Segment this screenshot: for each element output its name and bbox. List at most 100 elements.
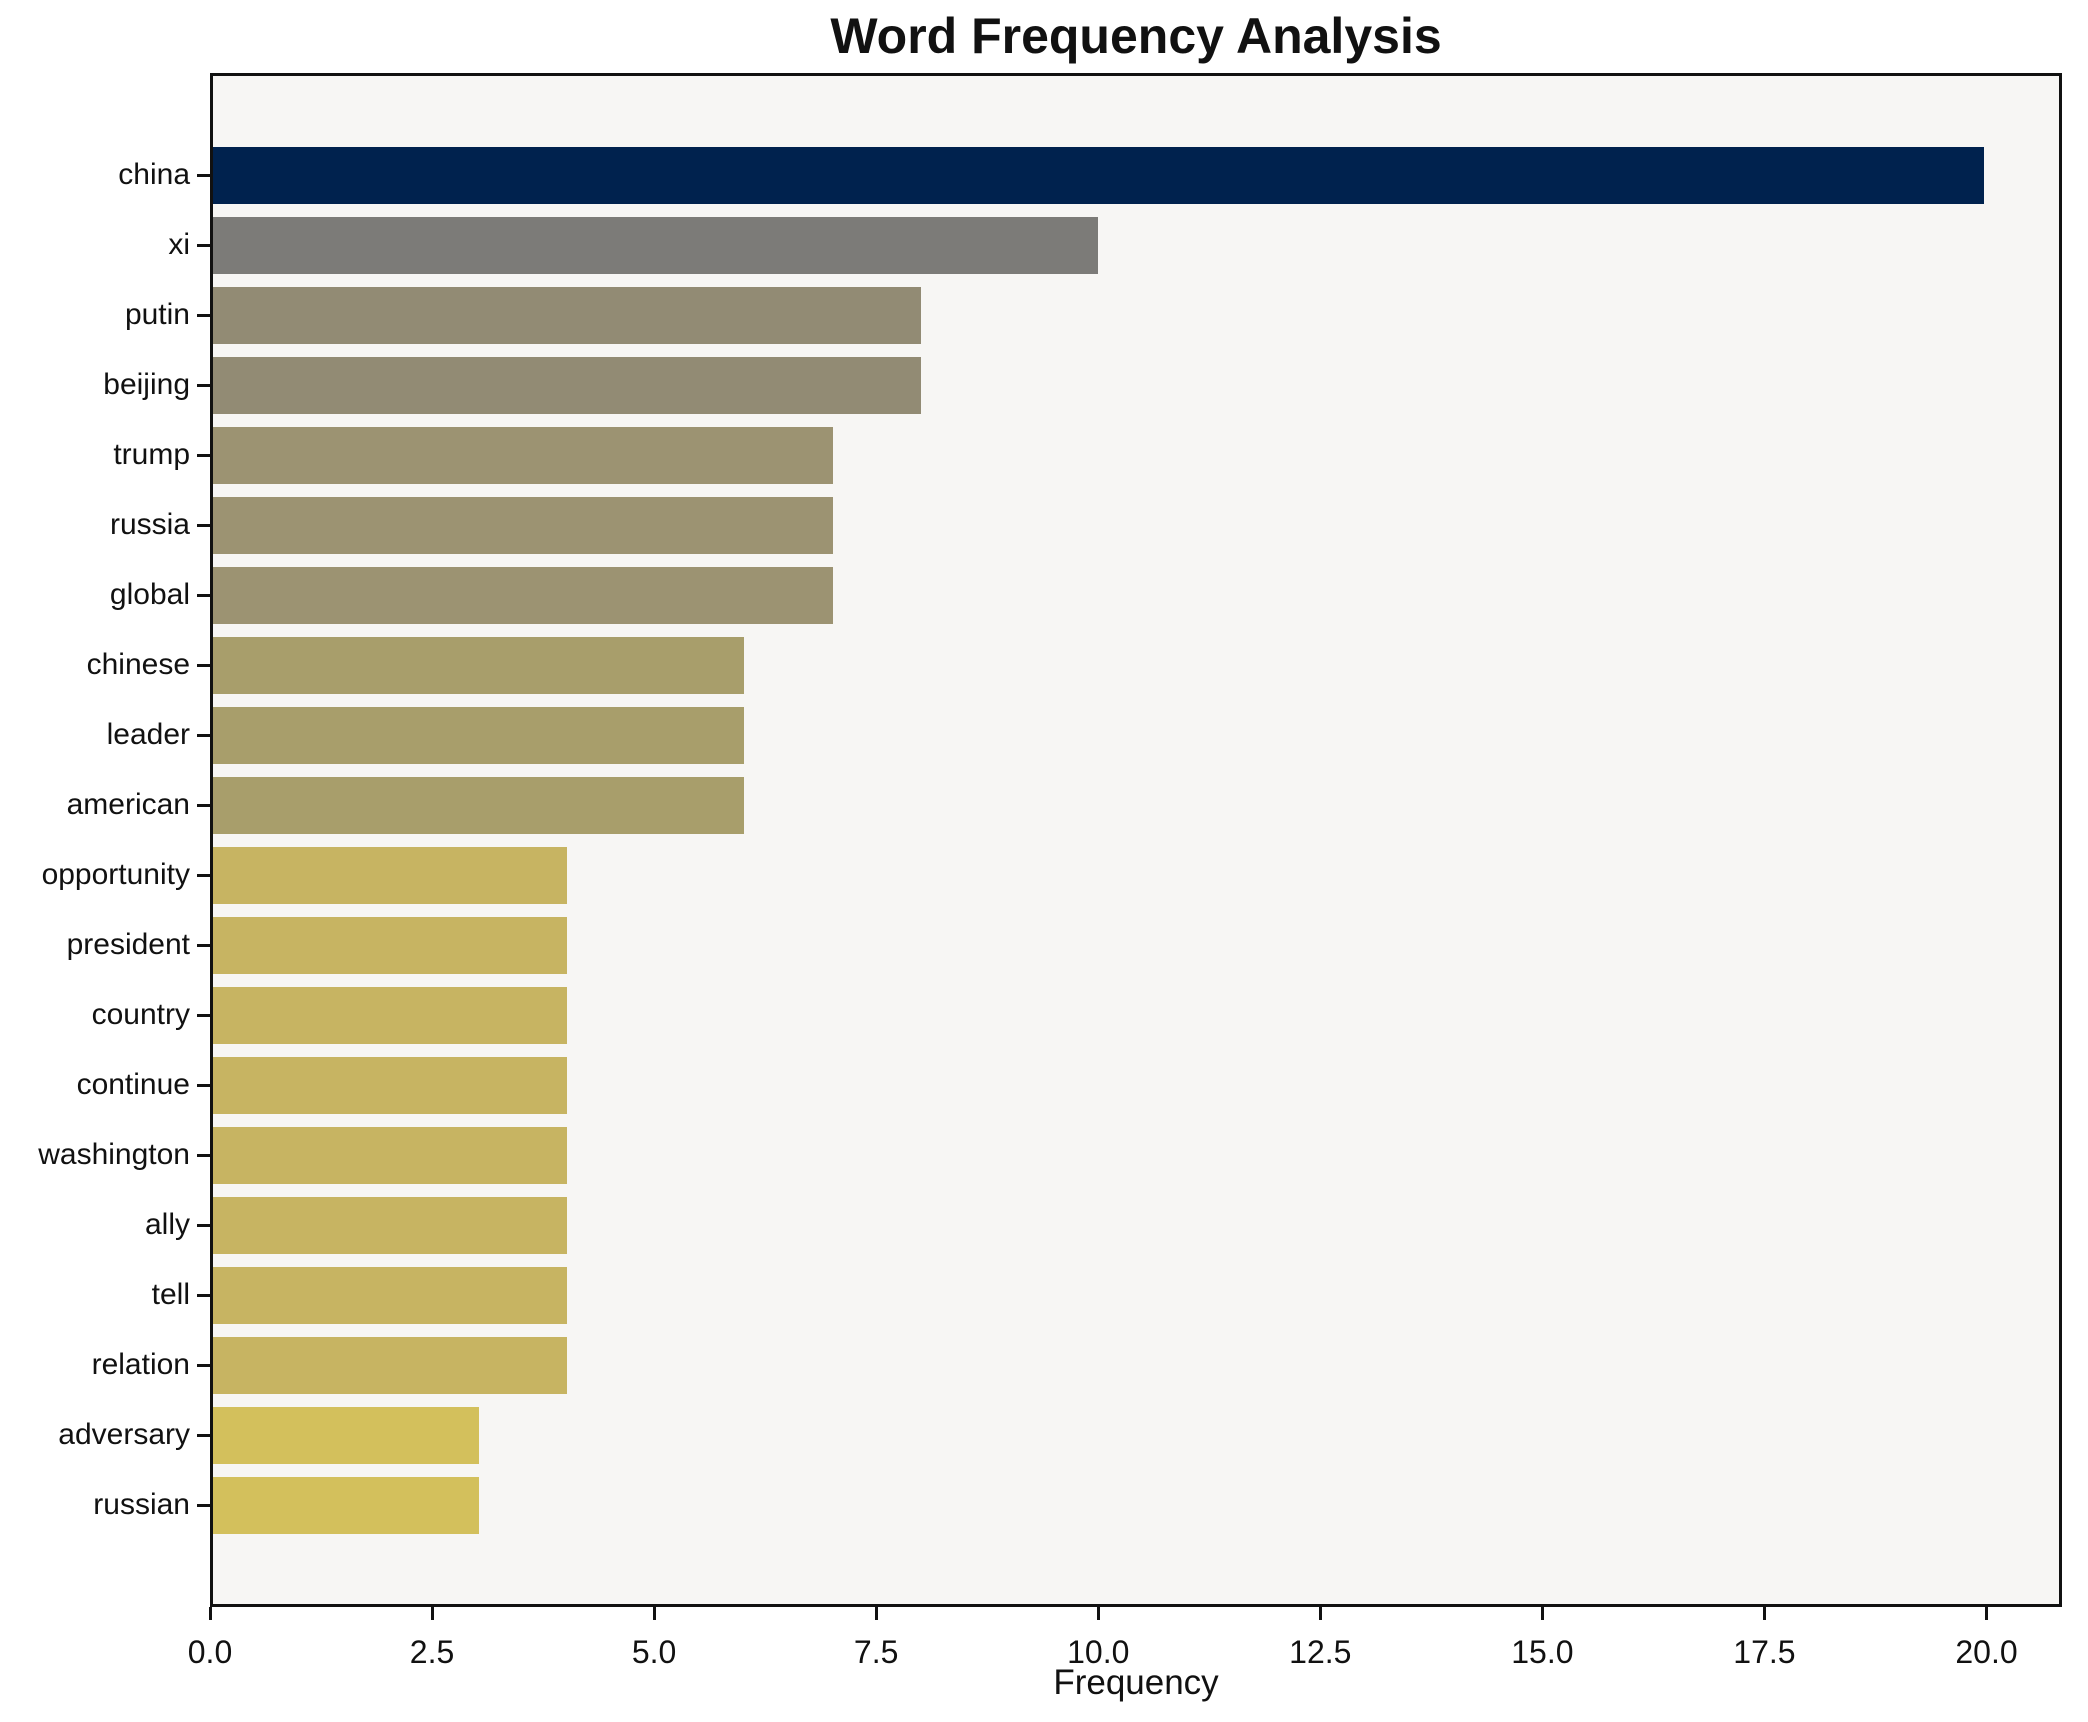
y-tick-mark xyxy=(197,803,210,807)
bar-relation xyxy=(213,1336,568,1394)
bar-row xyxy=(213,350,2059,420)
y-tick-mark xyxy=(197,1293,210,1297)
bar-row xyxy=(213,420,2059,490)
y-tick-mark xyxy=(197,1083,210,1087)
y-tick-mark xyxy=(197,383,210,387)
bar-president xyxy=(213,916,568,974)
y-tick-label-global: global xyxy=(109,578,190,611)
x-tick-label-0.0: 0.0 xyxy=(187,1634,233,1670)
x-tick-mark xyxy=(1762,1607,1766,1620)
y-tick-mark xyxy=(197,243,210,247)
bar-china xyxy=(213,146,1984,204)
y-tick-mark xyxy=(197,1503,210,1507)
x-tick-label-15.0: 15.0 xyxy=(1511,1634,1574,1670)
y-tick-mark xyxy=(197,523,210,527)
x-tick-label-5.0: 5.0 xyxy=(631,1634,677,1670)
y-tick-label-chinese: chinese xyxy=(86,648,190,681)
y-tick-label-opportunity: opportunity xyxy=(41,858,190,891)
y-tick-label-relation: relation xyxy=(91,1348,190,1381)
y-tick-label-washington: washington xyxy=(38,1138,190,1171)
bar-country xyxy=(213,986,568,1044)
x-tick-mark xyxy=(1540,1607,1544,1620)
x-tick-label-17.5: 17.5 xyxy=(1733,1634,1796,1670)
bars-container xyxy=(213,76,2059,1604)
y-tick-mark xyxy=(197,1223,210,1227)
y-tick-mark xyxy=(197,1363,210,1367)
y-tick-mark xyxy=(197,1153,210,1157)
y-tick-mark xyxy=(197,173,210,177)
x-tick-label-10.0: 10.0 xyxy=(1067,1634,1130,1670)
x-tick-mark xyxy=(1096,1607,1100,1620)
y-tick-label-continue: continue xyxy=(76,1068,190,1101)
x-axis-label: Frequency xyxy=(1053,1663,1219,1702)
y-tick-mark xyxy=(197,1013,210,1017)
bar-row xyxy=(213,910,2059,980)
bar-continue xyxy=(213,1056,568,1114)
y-tick-label-china: china xyxy=(118,158,190,191)
bar-chinese xyxy=(213,636,745,694)
y-tick-label-adversary: adversary xyxy=(58,1418,190,1451)
bar-row xyxy=(213,140,2059,210)
bar-tell xyxy=(213,1266,568,1324)
y-tick-mark xyxy=(197,943,210,947)
bar-row xyxy=(213,1260,2059,1330)
bar-global xyxy=(213,566,833,624)
bar-russia xyxy=(213,496,833,554)
y-tick-mark xyxy=(197,593,210,597)
y-tick-mark xyxy=(197,1433,210,1437)
x-tick-mark xyxy=(208,1607,212,1620)
bar-row xyxy=(213,280,2059,350)
x-tick-mark xyxy=(1318,1607,1322,1620)
bar-xi xyxy=(213,216,1099,274)
y-tick-label-tell: tell xyxy=(151,1278,190,1311)
y-tick-label-president: president xyxy=(66,928,190,961)
y-tick-label-trump: trump xyxy=(113,438,190,471)
x-tick-label-7.5: 7.5 xyxy=(853,1634,899,1670)
x-tick-mark xyxy=(430,1607,434,1620)
y-tick-label-leader: leader xyxy=(106,718,190,751)
y-tick-mark xyxy=(197,873,210,877)
bar-row xyxy=(213,1190,2059,1260)
y-tick-mark xyxy=(197,313,210,317)
bar-row xyxy=(213,840,2059,910)
bar-adversary xyxy=(213,1406,479,1464)
bar-ally xyxy=(213,1196,568,1254)
y-tick-label-xi: xi xyxy=(168,228,190,261)
bar-row xyxy=(213,1120,2059,1190)
x-tick-label-20.0: 20.0 xyxy=(1955,1634,2018,1670)
x-tick-label-12.5: 12.5 xyxy=(1289,1634,1352,1670)
bar-row xyxy=(213,1470,2059,1540)
x-tick-mark xyxy=(1984,1607,1988,1620)
bar-opportunity xyxy=(213,846,568,904)
bar-row xyxy=(213,1330,2059,1400)
y-tick-label-russian: russian xyxy=(93,1488,190,1521)
bar-row xyxy=(213,1050,2059,1120)
bar-row xyxy=(213,980,2059,1050)
bar-russian xyxy=(213,1476,479,1534)
y-tick-label-ally: ally xyxy=(144,1208,190,1241)
y-tick-mark xyxy=(197,453,210,457)
x-tick-mark xyxy=(652,1607,656,1620)
x-tick-mark xyxy=(874,1607,878,1620)
bar-row xyxy=(213,490,2059,560)
bar-row xyxy=(213,210,2059,280)
bar-washington xyxy=(213,1126,568,1184)
bar-trump xyxy=(213,426,833,484)
bar-row xyxy=(213,560,2059,630)
y-tick-label-beijing: beijing xyxy=(103,368,190,401)
y-tick-label-russia: russia xyxy=(109,508,190,541)
bar-leader xyxy=(213,706,745,764)
chart-title: Word Frequency Analysis xyxy=(830,8,1442,64)
bar-row xyxy=(213,700,2059,770)
y-tick-label-putin: putin xyxy=(124,298,190,331)
x-tick-label-2.5: 2.5 xyxy=(409,1634,455,1670)
bar-beijing xyxy=(213,356,922,414)
bar-american xyxy=(213,776,745,834)
y-tick-mark xyxy=(197,663,210,667)
bar-row xyxy=(213,770,2059,840)
bar-row xyxy=(213,1400,2059,1470)
plot-area xyxy=(210,73,2062,1607)
y-tick-mark xyxy=(197,733,210,737)
bar-putin xyxy=(213,286,922,344)
